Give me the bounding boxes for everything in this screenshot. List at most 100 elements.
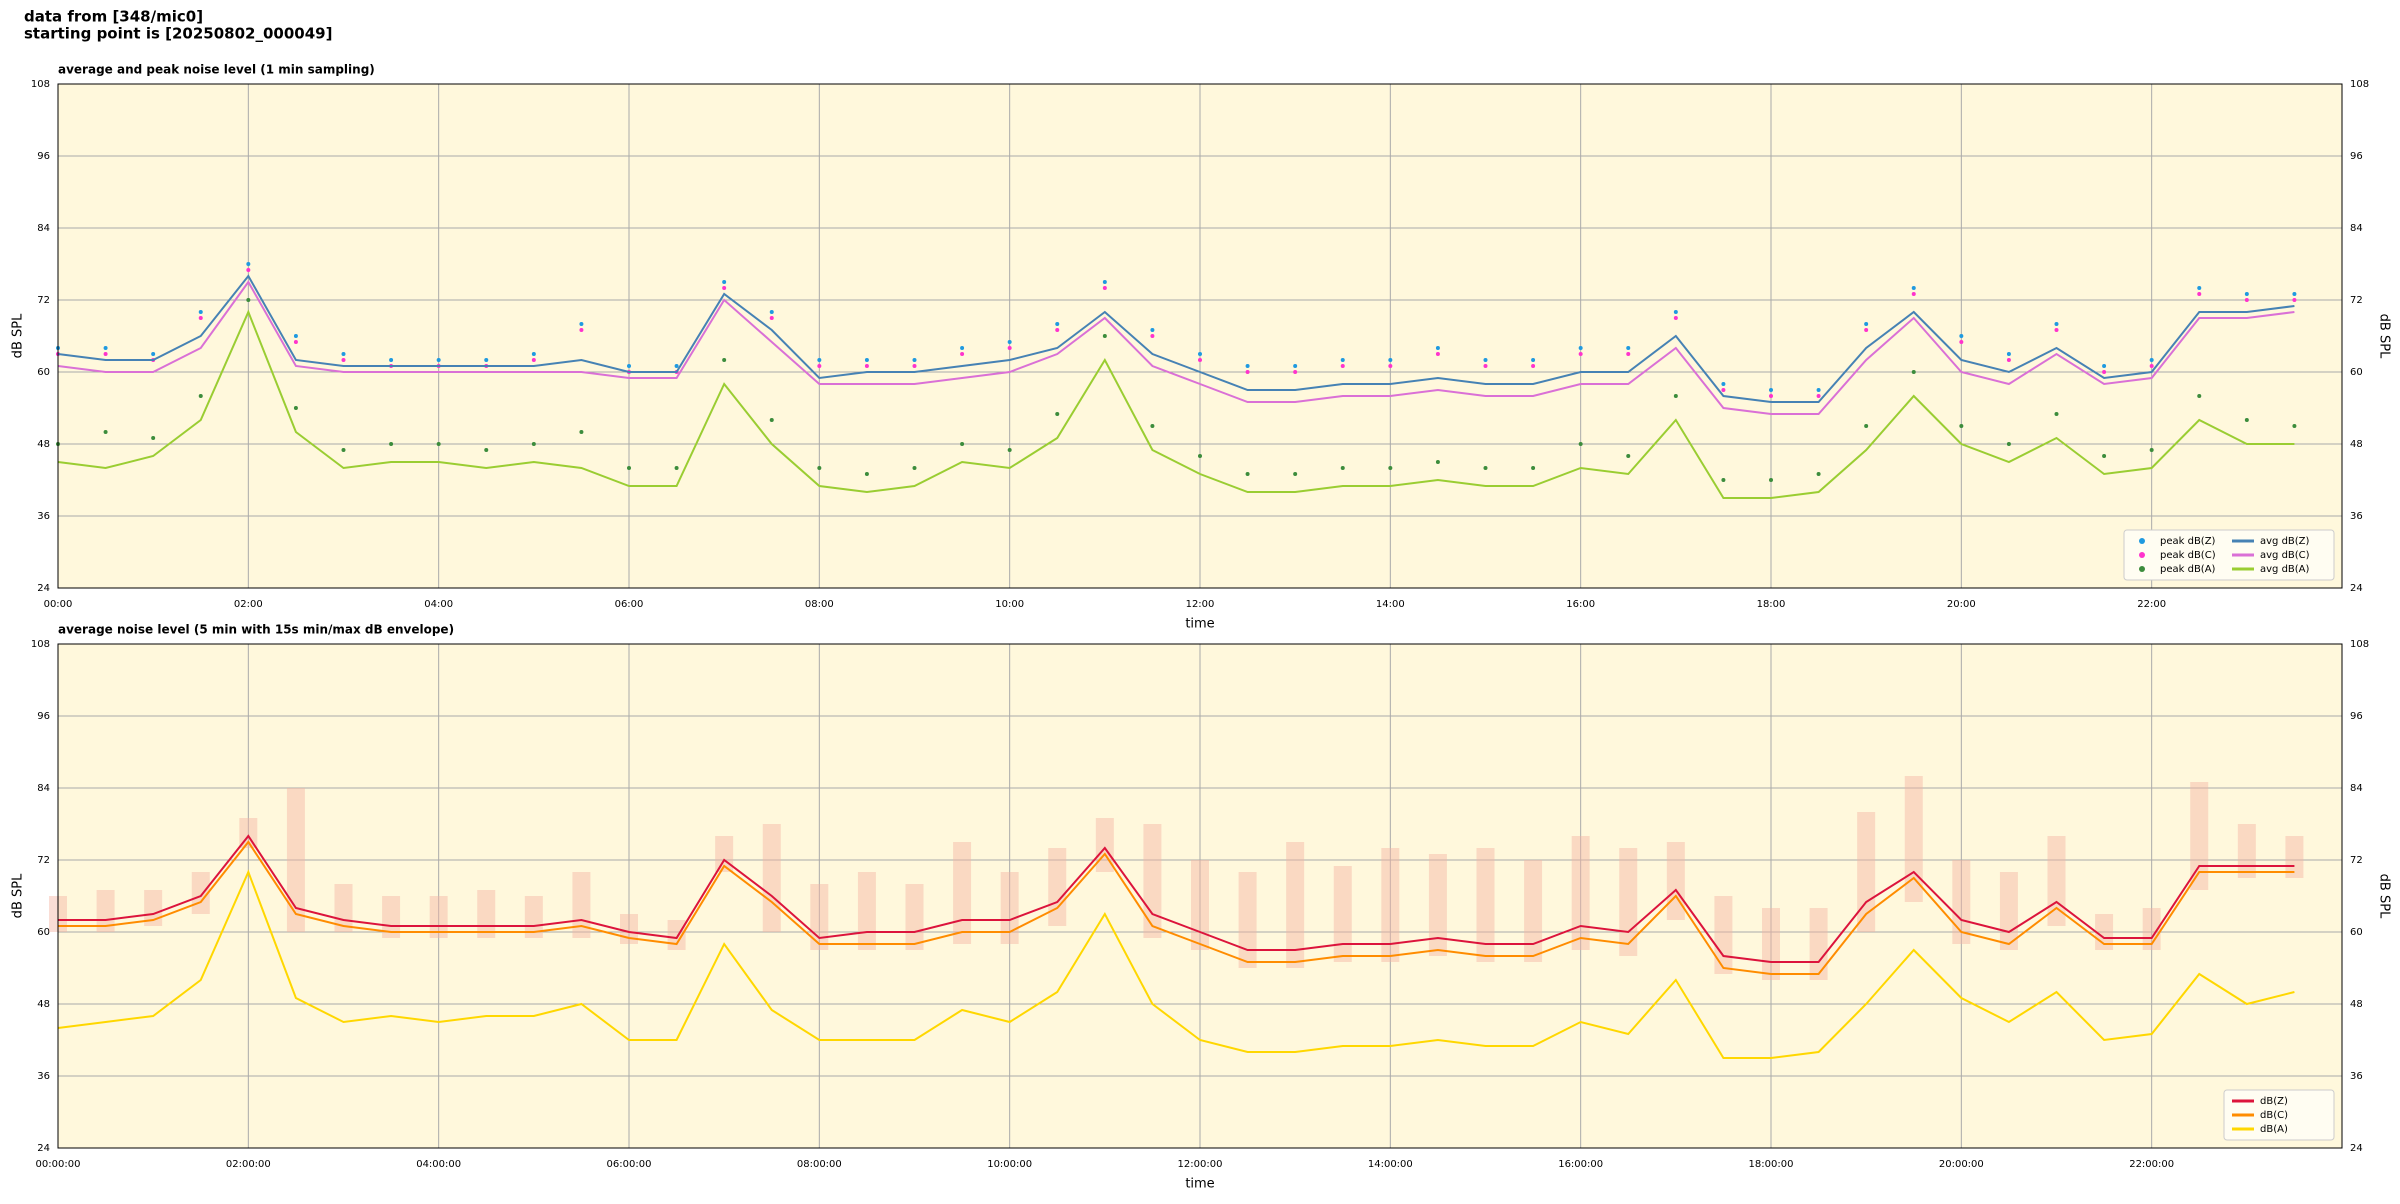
legend-label: avg dB(Z) xyxy=(2260,536,2310,547)
legend-label: avg dB(A) xyxy=(2260,564,2310,575)
peak-point xyxy=(1721,382,1726,386)
legend-label: avg dB(C) xyxy=(2260,550,2310,561)
peak-point xyxy=(2006,358,2011,362)
x-tick-label: 18:00:00 xyxy=(1749,1159,1794,1170)
peak-point xyxy=(1102,280,1107,284)
peak-point xyxy=(1959,340,1964,344)
y-tick-label: 108 xyxy=(31,79,50,90)
x-tick-label: 14:00:00 xyxy=(1368,1159,1413,1170)
y-tick-label: 36 xyxy=(37,1071,50,1082)
peak-point xyxy=(2197,286,2202,290)
peak-point xyxy=(1198,352,1202,356)
x-tick-label: 10:00 xyxy=(995,599,1024,610)
x-tick-label: 04:00 xyxy=(424,599,453,610)
legend-label: peak dB(Z) xyxy=(2160,536,2216,547)
legend-box xyxy=(2123,529,2335,581)
peak-point xyxy=(2197,394,2202,398)
peak-point xyxy=(1435,346,1440,350)
y-axis-label: dB SPL xyxy=(2377,874,2392,919)
peak-point xyxy=(769,316,774,320)
peak-point xyxy=(912,466,917,470)
x-tick-label: 08:00 xyxy=(805,599,834,610)
peak-point xyxy=(1626,352,1631,356)
series-line xyxy=(57,274,2295,403)
peak-point xyxy=(817,364,822,368)
y-tick-label: 48 xyxy=(37,439,50,450)
x-tick-label: 00:00:00 xyxy=(36,1159,81,1170)
y-axis-label: dB SPL xyxy=(11,873,26,918)
peak-point xyxy=(817,466,822,470)
peak-point xyxy=(293,340,298,344)
y-tick-label: 96 xyxy=(2350,151,2363,162)
y-tick-label: 84 xyxy=(2350,223,2363,234)
peak-point xyxy=(864,358,869,362)
peak-point xyxy=(2149,448,2154,452)
peak-point xyxy=(674,364,679,368)
header-line: starting point is [20250802_000049] xyxy=(24,25,332,43)
peak-point xyxy=(1578,352,1583,356)
peak-point xyxy=(1864,328,1869,332)
peak-point xyxy=(1293,364,1298,368)
y-tick-label: 36 xyxy=(2350,511,2363,522)
x-tick-label: 10:00:00 xyxy=(987,1159,1032,1170)
peak-point xyxy=(1911,286,1916,290)
y-tick-label: 84 xyxy=(2350,783,2363,794)
peak-point xyxy=(1673,394,1678,398)
peak-point xyxy=(1245,472,1250,476)
y-tick-label: 48 xyxy=(2350,439,2363,450)
y-tick-label: 96 xyxy=(37,151,50,162)
y-axis-label: dB SPL xyxy=(2377,314,2392,359)
peak-point xyxy=(2149,358,2154,362)
peak-point xyxy=(1102,334,1107,338)
peak-point xyxy=(722,280,727,284)
y-tick-label: 24 xyxy=(37,1143,50,1154)
peak-point xyxy=(151,352,156,356)
peak-point xyxy=(1435,352,1440,356)
peak-point xyxy=(1340,358,1345,362)
peak-point xyxy=(1578,442,1583,446)
peak-point xyxy=(2102,364,2107,368)
peak-point xyxy=(246,298,251,302)
series-line xyxy=(58,834,2295,963)
peak-point xyxy=(531,442,536,446)
peak-point xyxy=(1816,472,1821,476)
peak-point xyxy=(912,358,917,362)
header-line: data from [348/mic0] xyxy=(24,8,203,26)
y-tick-label: 108 xyxy=(2350,79,2369,90)
peak-point xyxy=(817,358,822,362)
peak-point xyxy=(2102,454,2107,458)
peak-point xyxy=(1673,316,1678,320)
y-tick-label: 36 xyxy=(37,511,50,522)
peak-point xyxy=(103,352,108,356)
peak-point xyxy=(2006,442,2011,446)
peak-point xyxy=(1388,358,1393,362)
peak-point xyxy=(960,352,965,356)
peak-point xyxy=(1150,328,1155,332)
series-line xyxy=(57,280,2295,415)
series-line xyxy=(58,840,2295,975)
peak-point xyxy=(2244,418,2249,422)
peak-point xyxy=(1340,364,1345,368)
peak-point xyxy=(1531,466,1536,470)
peak-point xyxy=(769,310,774,314)
peak-point xyxy=(341,352,346,356)
peak-point xyxy=(198,394,203,398)
peak-point xyxy=(1245,370,1250,374)
peak-point xyxy=(2292,292,2297,296)
peak-point xyxy=(674,466,679,470)
x-tick-label: 20:00:00 xyxy=(1939,1159,1984,1170)
peak-point xyxy=(2054,322,2059,326)
peak-point xyxy=(436,442,441,446)
peak-point xyxy=(864,472,869,476)
peak-point xyxy=(246,262,251,266)
peak-point xyxy=(341,448,346,452)
peak-point xyxy=(246,268,251,272)
series-line xyxy=(57,309,2295,499)
peak-point xyxy=(1578,346,1583,350)
y-tick-label: 48 xyxy=(2350,999,2363,1010)
peak-point xyxy=(960,346,965,350)
peak-point xyxy=(389,442,394,446)
peak-point xyxy=(198,316,203,320)
y-tick-label: 24 xyxy=(37,583,50,594)
peak-point xyxy=(1721,388,1726,392)
